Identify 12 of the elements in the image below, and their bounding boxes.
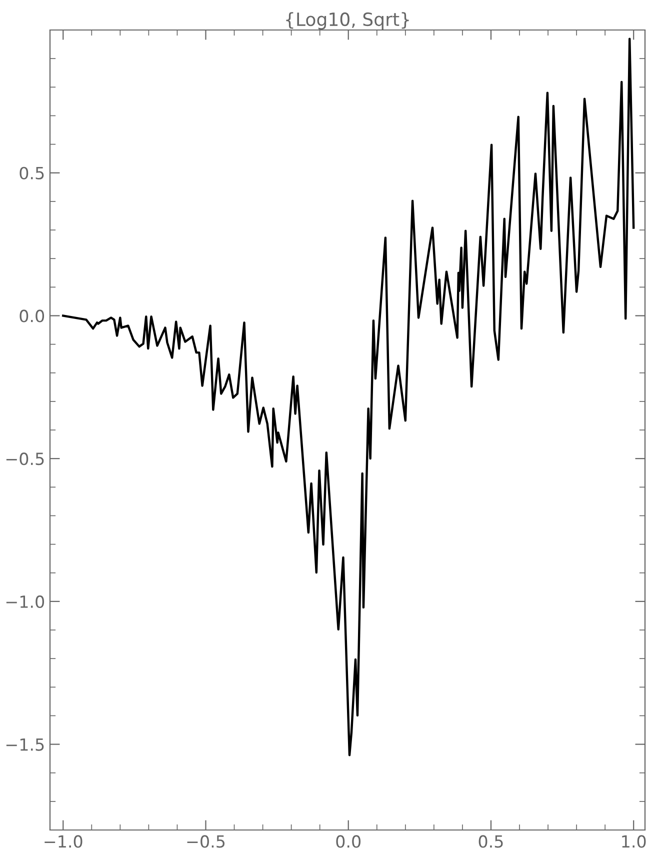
- x-tick-label: 0.5: [478, 835, 503, 848]
- y-tick-label: −1.0: [6, 595, 44, 608]
- chart-title: {Log10, Sqrt}: [286, 12, 409, 30]
- x-tick-label: −1.0: [44, 835, 82, 848]
- y-tick-label: 0.0: [20, 310, 44, 322]
- line-series: [62, 38, 635, 756]
- x-tick-label: −0.5: [187, 835, 225, 848]
- y-tick-label: 0.5: [20, 166, 44, 180]
- y-tick-label: −0.5: [6, 452, 44, 466]
- x-tick-label: 1.0: [622, 835, 646, 848]
- x-tick-label: 0.0: [336, 835, 360, 848]
- y-tick-label: −1.5: [6, 738, 44, 751]
